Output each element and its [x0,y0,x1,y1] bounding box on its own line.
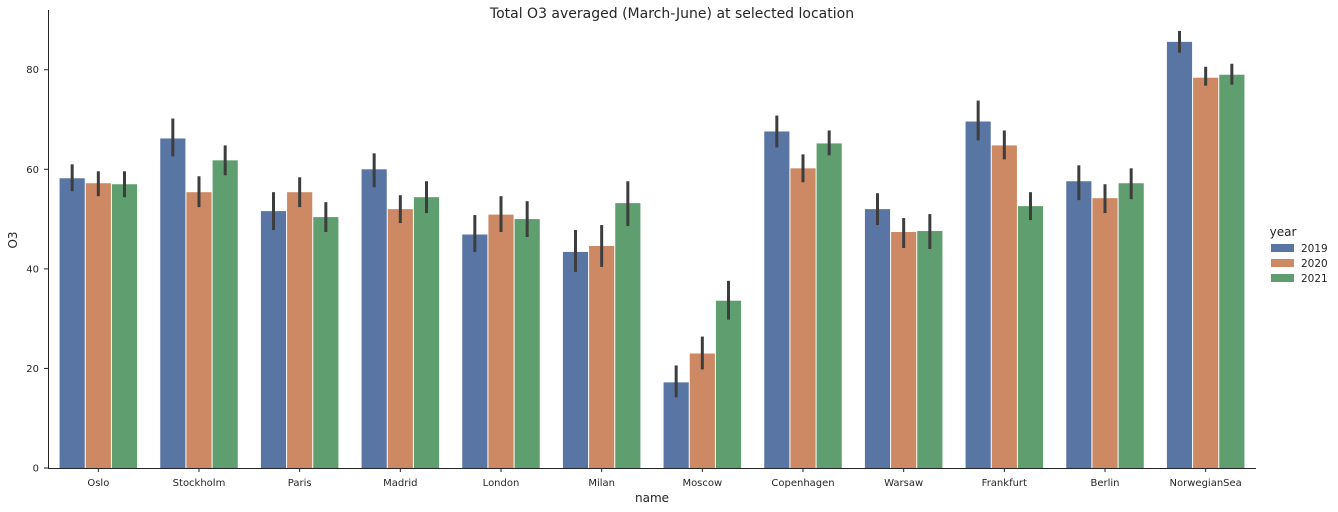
x-tick-label-milan: Milan [588,478,615,489]
bar-paris-2020 [287,192,313,468]
bar-paris-2019 [260,211,287,468]
x-tick-label-london: London [483,478,520,489]
legend-swatch-2019 [1271,244,1294,252]
bar-berlin-2020 [1092,198,1118,468]
bar-norwegiansea-2021 [1219,74,1245,468]
x-tick-label-paris: Paris [288,478,312,489]
bar-moscow-2021 [715,300,742,468]
bar-madrid-2021 [413,197,440,468]
legend-title: year [1270,225,1297,239]
bars-group [59,41,1245,469]
bar-norwegiansea-2019 [1166,41,1193,469]
bar-copenhagen-2019 [764,131,790,468]
bar-frankfurt-2019 [965,121,991,468]
bar-frankfurt-2021 [1017,206,1044,468]
bar-berlin-2019 [1066,181,1092,468]
bar-stockholm-2020 [186,192,212,468]
bar-madrid-2019 [361,169,387,469]
error-bars-group [70,30,1234,398]
bar-madrid-2020 [387,209,413,468]
y-tick-label: 60 [26,165,39,176]
bar-warsaw-2020 [891,232,917,468]
legend-swatch-2020 [1271,259,1294,267]
y-ticks-group: 0 20 40 60 80 [26,65,48,475]
bar-berlin-2021 [1118,183,1144,469]
y-tick-label: 0 [33,464,39,475]
bar-paris-2021 [313,217,339,468]
y-tick-label: 40 [26,264,39,275]
x-tick-label-copenhagen: Copenhagen [771,478,834,489]
bar-oslo-2020 [85,183,111,469]
bar-london-2021 [514,219,540,468]
legend-label-2020: 2020 [1301,258,1328,270]
bar-oslo-2021 [111,184,138,469]
bar-london-2019 [462,234,488,468]
bar-warsaw-2021 [917,231,943,468]
bar-copenhagen-2020 [790,168,816,468]
x-ticks-group: Oslo Stockholm Paris Madrid London Milan Mosco… [87,468,1242,489]
bar-milan-2019 [562,251,589,468]
bar-oslo-2019 [59,178,85,468]
y-axis-label: O3 [6,231,20,248]
chart-title: Total O3 averaged (March-June) at select… [489,6,854,22]
x-tick-label-stockholm: Stockholm [173,478,226,489]
bar-warsaw-2019 [864,209,891,468]
legend-label-2021: 2021 [1301,273,1328,285]
bar-frankfurt-2020 [991,145,1017,468]
bar-copenhagen-2021 [816,143,842,469]
bar-london-2020 [488,214,514,468]
x-tick-label-frankfurt: Frankfurt [982,478,1027,489]
bar-milan-2021 [615,203,641,468]
bar-moscow-2020 [689,353,715,468]
bar-norwegiansea-2020 [1193,77,1219,468]
y-tick-label: 20 [26,364,39,375]
x-tick-label-moscow: Moscow [682,478,722,489]
x-tick-label-norwegiansea: NorwegianSea [1170,478,1242,489]
legend-swatch-2021 [1271,274,1294,282]
bar-milan-2020 [589,245,615,468]
legend-label-2019: 2019 [1301,243,1328,255]
y-tick-label: 80 [26,65,39,76]
x-tick-label-oslo: Oslo [87,478,109,489]
x-tick-label-warsaw: Warsaw [884,478,923,489]
bar-stockholm-2019 [160,138,186,468]
x-tick-label-berlin: Berlin [1090,478,1119,489]
legend: year 2019 2020 2021 [1270,225,1328,285]
x-tick-label-madrid: Madrid [383,478,417,489]
bar-stockholm-2021 [212,160,238,468]
x-axis-label: name [635,491,669,505]
legend-items: 2019 2020 2021 [1271,243,1328,285]
